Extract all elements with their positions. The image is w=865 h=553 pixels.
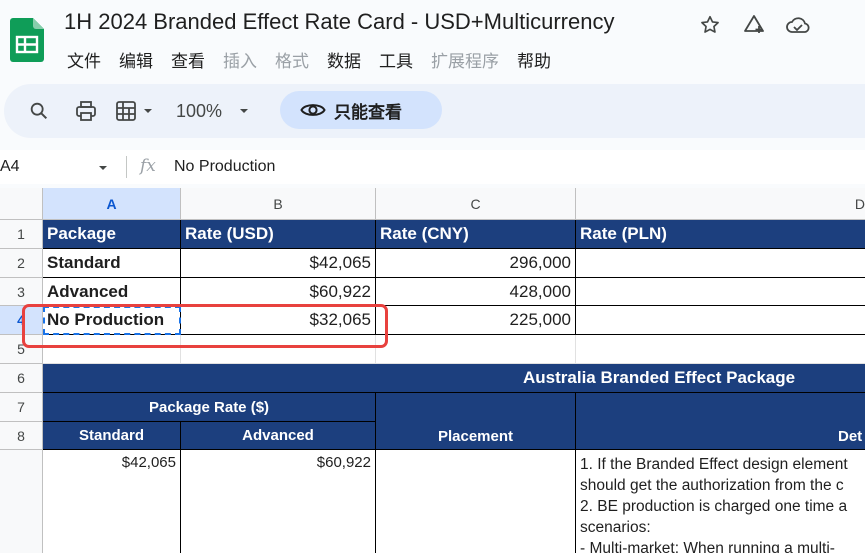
menu-help[interactable]: 帮助 (517, 51, 551, 71)
table-cell[interactable] (576, 249, 865, 278)
empty-cell[interactable] (43, 335, 181, 364)
placement-header[interactable]: Placement (376, 393, 576, 450)
row-header-4[interactable]: 4 (0, 306, 43, 335)
details-line: should get the authorization from the c (580, 477, 844, 494)
empty-cell[interactable] (181, 335, 376, 364)
divider (126, 156, 127, 178)
eye-icon (300, 104, 326, 116)
menu-extensions[interactable]: 扩展程序 (431, 51, 499, 71)
column-header-c[interactable]: C (376, 188, 576, 220)
details-text[interactable]: 1. If the Branded Effect design element … (576, 450, 865, 553)
spreadsheet-grid[interactable]: A B C D 1 2 3 4 5 6 7 8 Package Rate (US… (0, 188, 865, 553)
standard-value[interactable]: $42,065 (43, 450, 181, 553)
empty-cell[interactable] (376, 335, 576, 364)
details-header[interactable]: Det (576, 393, 865, 450)
star-icon[interactable] (697, 12, 723, 38)
select-all-corner[interactable] (0, 188, 43, 220)
table-cell[interactable]: Advanced (43, 278, 181, 306)
chevron-down-icon (240, 109, 249, 113)
details-line: 1. If the Branded Effect design element (580, 456, 848, 473)
menu-bar: 文件 编辑 查看 插入 格式 数据 工具 扩展程序 帮助 (58, 46, 560, 72)
column-header-a[interactable]: A (43, 188, 181, 220)
name-box[interactable]: A4 (0, 150, 120, 184)
row-header-5[interactable]: 5 (0, 335, 43, 364)
table-cell[interactable]: $60,922 (181, 278, 376, 306)
package-rate-header[interactable]: Package Rate ($) (43, 393, 376, 422)
cloud-status-icon[interactable] (785, 12, 811, 38)
column-header-b[interactable]: B (181, 188, 376, 220)
document-title[interactable]: 1H 2024 Branded Effect Rate Card - USD+M… (64, 9, 615, 34)
row-header-8[interactable]: 8 (0, 422, 43, 450)
details-line: scenarios: (580, 519, 651, 536)
view-only-label: 只能查看 (334, 102, 402, 122)
column-header-d[interactable]: D (576, 188, 865, 220)
table-cell[interactable]: $32,065 (181, 306, 376, 335)
details-line: 2. BE production is charged one time a (580, 498, 848, 515)
table-header-cell[interactable]: Rate (USD) (181, 220, 376, 249)
formula-input[interactable]: No Production (174, 158, 276, 175)
row-header-6[interactable]: 6 (0, 364, 43, 393)
table-cell[interactable]: 428,000 (376, 278, 576, 306)
search-icon[interactable] (28, 96, 50, 126)
move-to-drive-icon[interactable] (741, 12, 767, 38)
table-cell[interactable]: 225,000 (376, 306, 576, 335)
table-header-cell[interactable]: Rate (PLN) (576, 220, 865, 249)
formula-bar: A4 fx No Production (0, 150, 865, 184)
row-header-3[interactable]: 3 (0, 278, 43, 306)
menu-tools[interactable]: 工具 (379, 51, 413, 71)
zoom-select[interactable]: 100% (176, 96, 250, 126)
view-only-button[interactable]: 只能查看 (280, 91, 442, 129)
chevron-down-icon (144, 109, 152, 113)
row-header-9[interactable] (0, 450, 43, 553)
table-cell[interactable] (576, 306, 865, 335)
table-cell[interactable]: $42,065 (181, 249, 376, 278)
standard-header[interactable]: Standard (43, 422, 181, 450)
advanced-header[interactable]: Advanced (181, 422, 376, 450)
menu-edit[interactable]: 编辑 (119, 51, 153, 71)
table-cell-selected[interactable]: No Production (43, 306, 181, 335)
details-line: - Multi-market: When running a multi- (580, 540, 835, 553)
menu-file[interactable]: 文件 (67, 51, 101, 71)
toolbar: 100% 只能查看 (4, 84, 865, 138)
row-header-7[interactable]: 7 (0, 393, 43, 422)
sheets-logo-icon[interactable] (10, 18, 44, 62)
table2-title[interactable]: Australia Branded Effect Package (43, 364, 865, 393)
menu-insert[interactable]: 插入 (223, 51, 257, 71)
menu-data[interactable]: 数据 (327, 51, 361, 71)
menu-view[interactable]: 查看 (171, 51, 205, 71)
table-header-cell[interactable]: Package (43, 220, 181, 249)
placement-value[interactable] (376, 450, 576, 553)
table-cell[interactable]: 296,000 (376, 249, 576, 278)
fx-icon: fx (140, 156, 156, 176)
table-cell[interactable]: Standard (43, 249, 181, 278)
print-icon[interactable] (74, 96, 98, 126)
empty-cell[interactable] (576, 335, 865, 364)
row-header-1[interactable]: 1 (0, 220, 43, 249)
freeze-view-icon[interactable] (114, 96, 154, 126)
table-cell[interactable] (576, 278, 865, 306)
advanced-value[interactable]: $60,922 (181, 450, 376, 553)
zoom-value: 100% (176, 100, 223, 121)
table-header-cell[interactable]: Rate (CNY) (376, 220, 576, 249)
row-header-2[interactable]: 2 (0, 249, 43, 278)
cell-reference: A4 (0, 158, 20, 175)
chevron-down-icon (99, 166, 107, 170)
menu-format[interactable]: 格式 (275, 51, 309, 71)
